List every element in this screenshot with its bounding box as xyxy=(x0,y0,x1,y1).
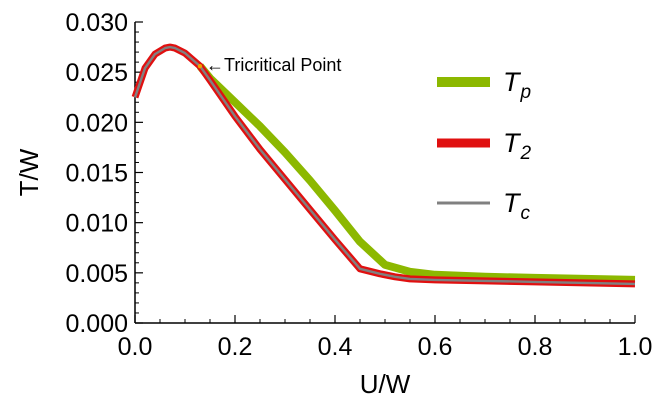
y-tick-label: 0.020 xyxy=(65,109,128,137)
annotation-layer: ←Tricritical Point xyxy=(197,55,341,75)
y-tick-label: 0.010 xyxy=(65,210,128,238)
x-tick-label: 0.6 xyxy=(418,333,453,361)
x-axis-title: U/W xyxy=(360,369,411,399)
x-tick-label: 0.2 xyxy=(218,333,253,361)
legend-label-c: Tc xyxy=(503,188,531,224)
x-tick-label: 0.4 xyxy=(318,333,353,361)
y-tick-label: 0.015 xyxy=(65,160,128,188)
legend-label-2: T2 xyxy=(503,128,532,164)
tricritical-point-marker xyxy=(197,63,203,69)
y-tick-label: 0.025 xyxy=(65,59,128,87)
x-tick-label: 0.0 xyxy=(118,333,153,361)
series-line-t2 xyxy=(131,43,636,288)
x-tick-label: 1.0 xyxy=(618,333,653,361)
y-tick-label: 0.030 xyxy=(65,9,128,37)
series-line-tc xyxy=(133,45,636,286)
legend: Tp T2 Tc xyxy=(437,67,532,224)
y-tick-label: 0.000 xyxy=(65,310,128,338)
x-ticks: 0.0 0.2 0.4 0.6 0.8 1.0 xyxy=(118,315,653,361)
tricritical-point-annotation: ←Tricritical Point xyxy=(206,55,341,75)
legend-label-p: Tp xyxy=(503,67,531,103)
y-tick-label: 0.005 xyxy=(65,260,128,288)
series-line-tp xyxy=(196,63,636,284)
y-axis-title: T/W xyxy=(14,148,44,196)
y-ticks: 0.000 0.005 0.010 0.015 0.020 0.025 0.030 xyxy=(65,9,143,338)
series-layer xyxy=(131,43,636,288)
x-tick-label: 0.8 xyxy=(518,333,553,361)
